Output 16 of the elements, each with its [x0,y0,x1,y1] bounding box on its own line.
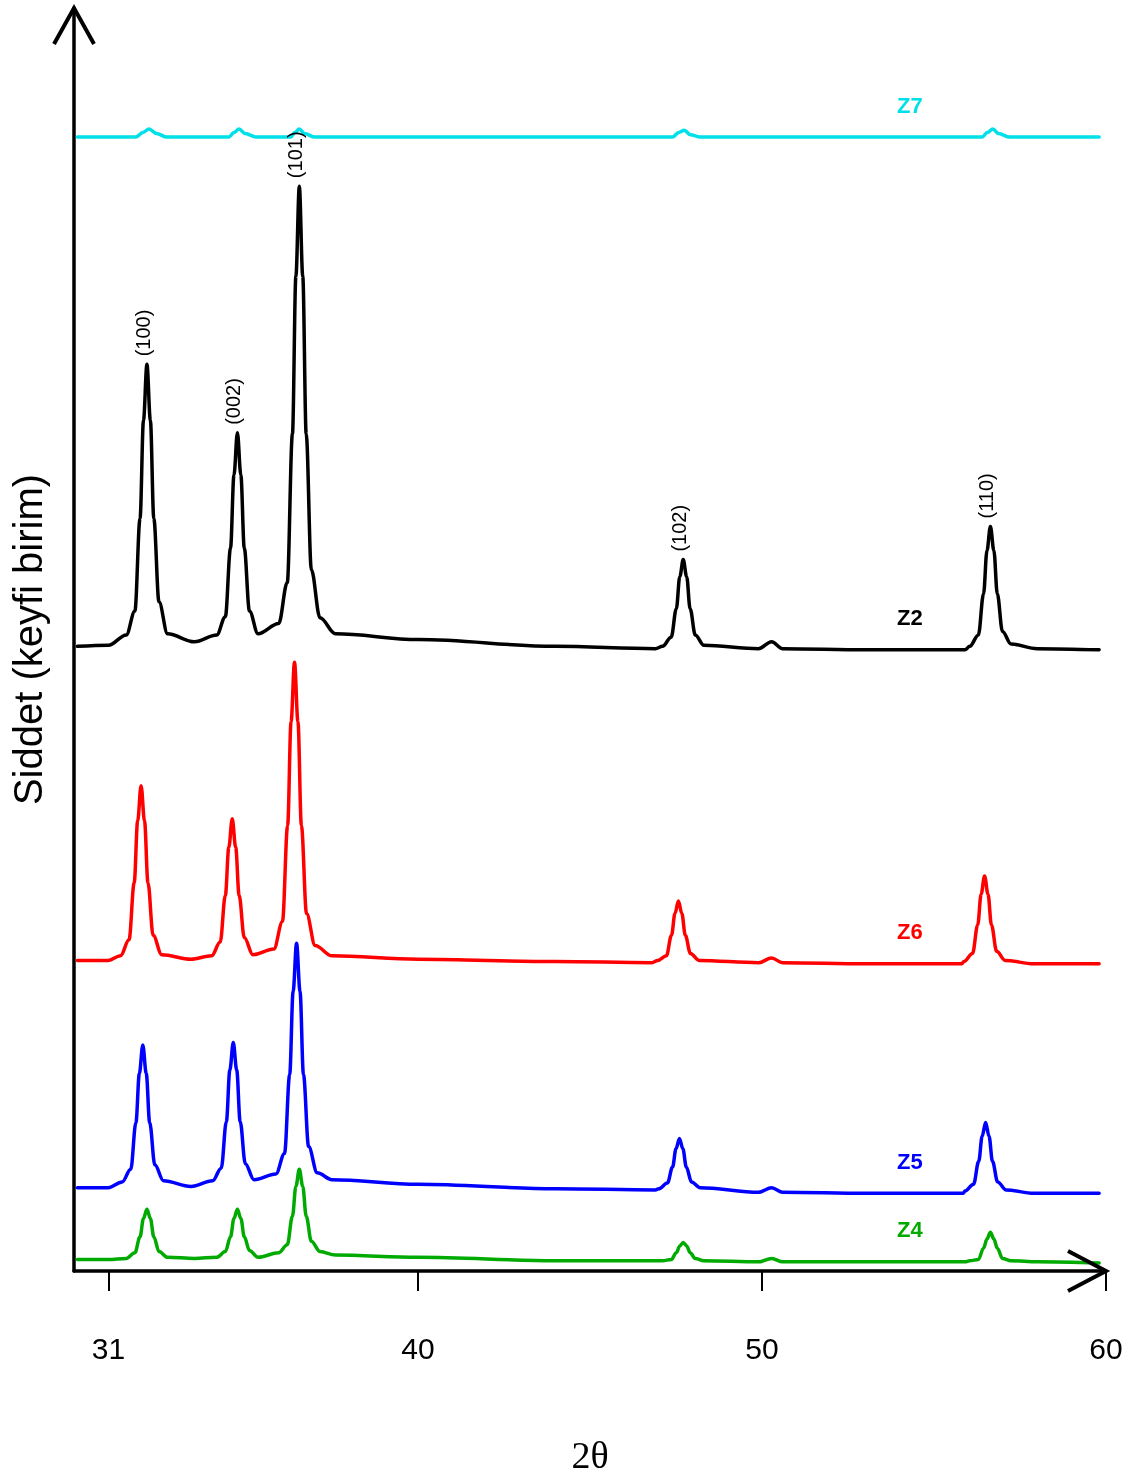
series-label: Z4 [897,1217,924,1243]
x-tick-label: 31 [91,1331,126,1365]
series-label: Z7 [897,92,923,118]
annotation: (110) [975,473,998,519]
annotation: (002) [222,378,245,425]
x-tick-label: 50 [745,1331,779,1365]
x-tick-label: 40 [401,1331,435,1365]
y-axis-title: Siddet (keyfi birim) [6,473,50,806]
x-axis-title: 2θ [571,1434,609,1476]
series-label: Z2 [897,605,923,631]
annotation: (100) [131,309,154,357]
series-label: Z6 [897,919,923,945]
annotation: (102) [668,504,691,552]
x-tick-label: 60 [1089,1331,1123,1365]
series-label: Z5 [897,1148,923,1174]
annotation: (101) [284,131,307,179]
